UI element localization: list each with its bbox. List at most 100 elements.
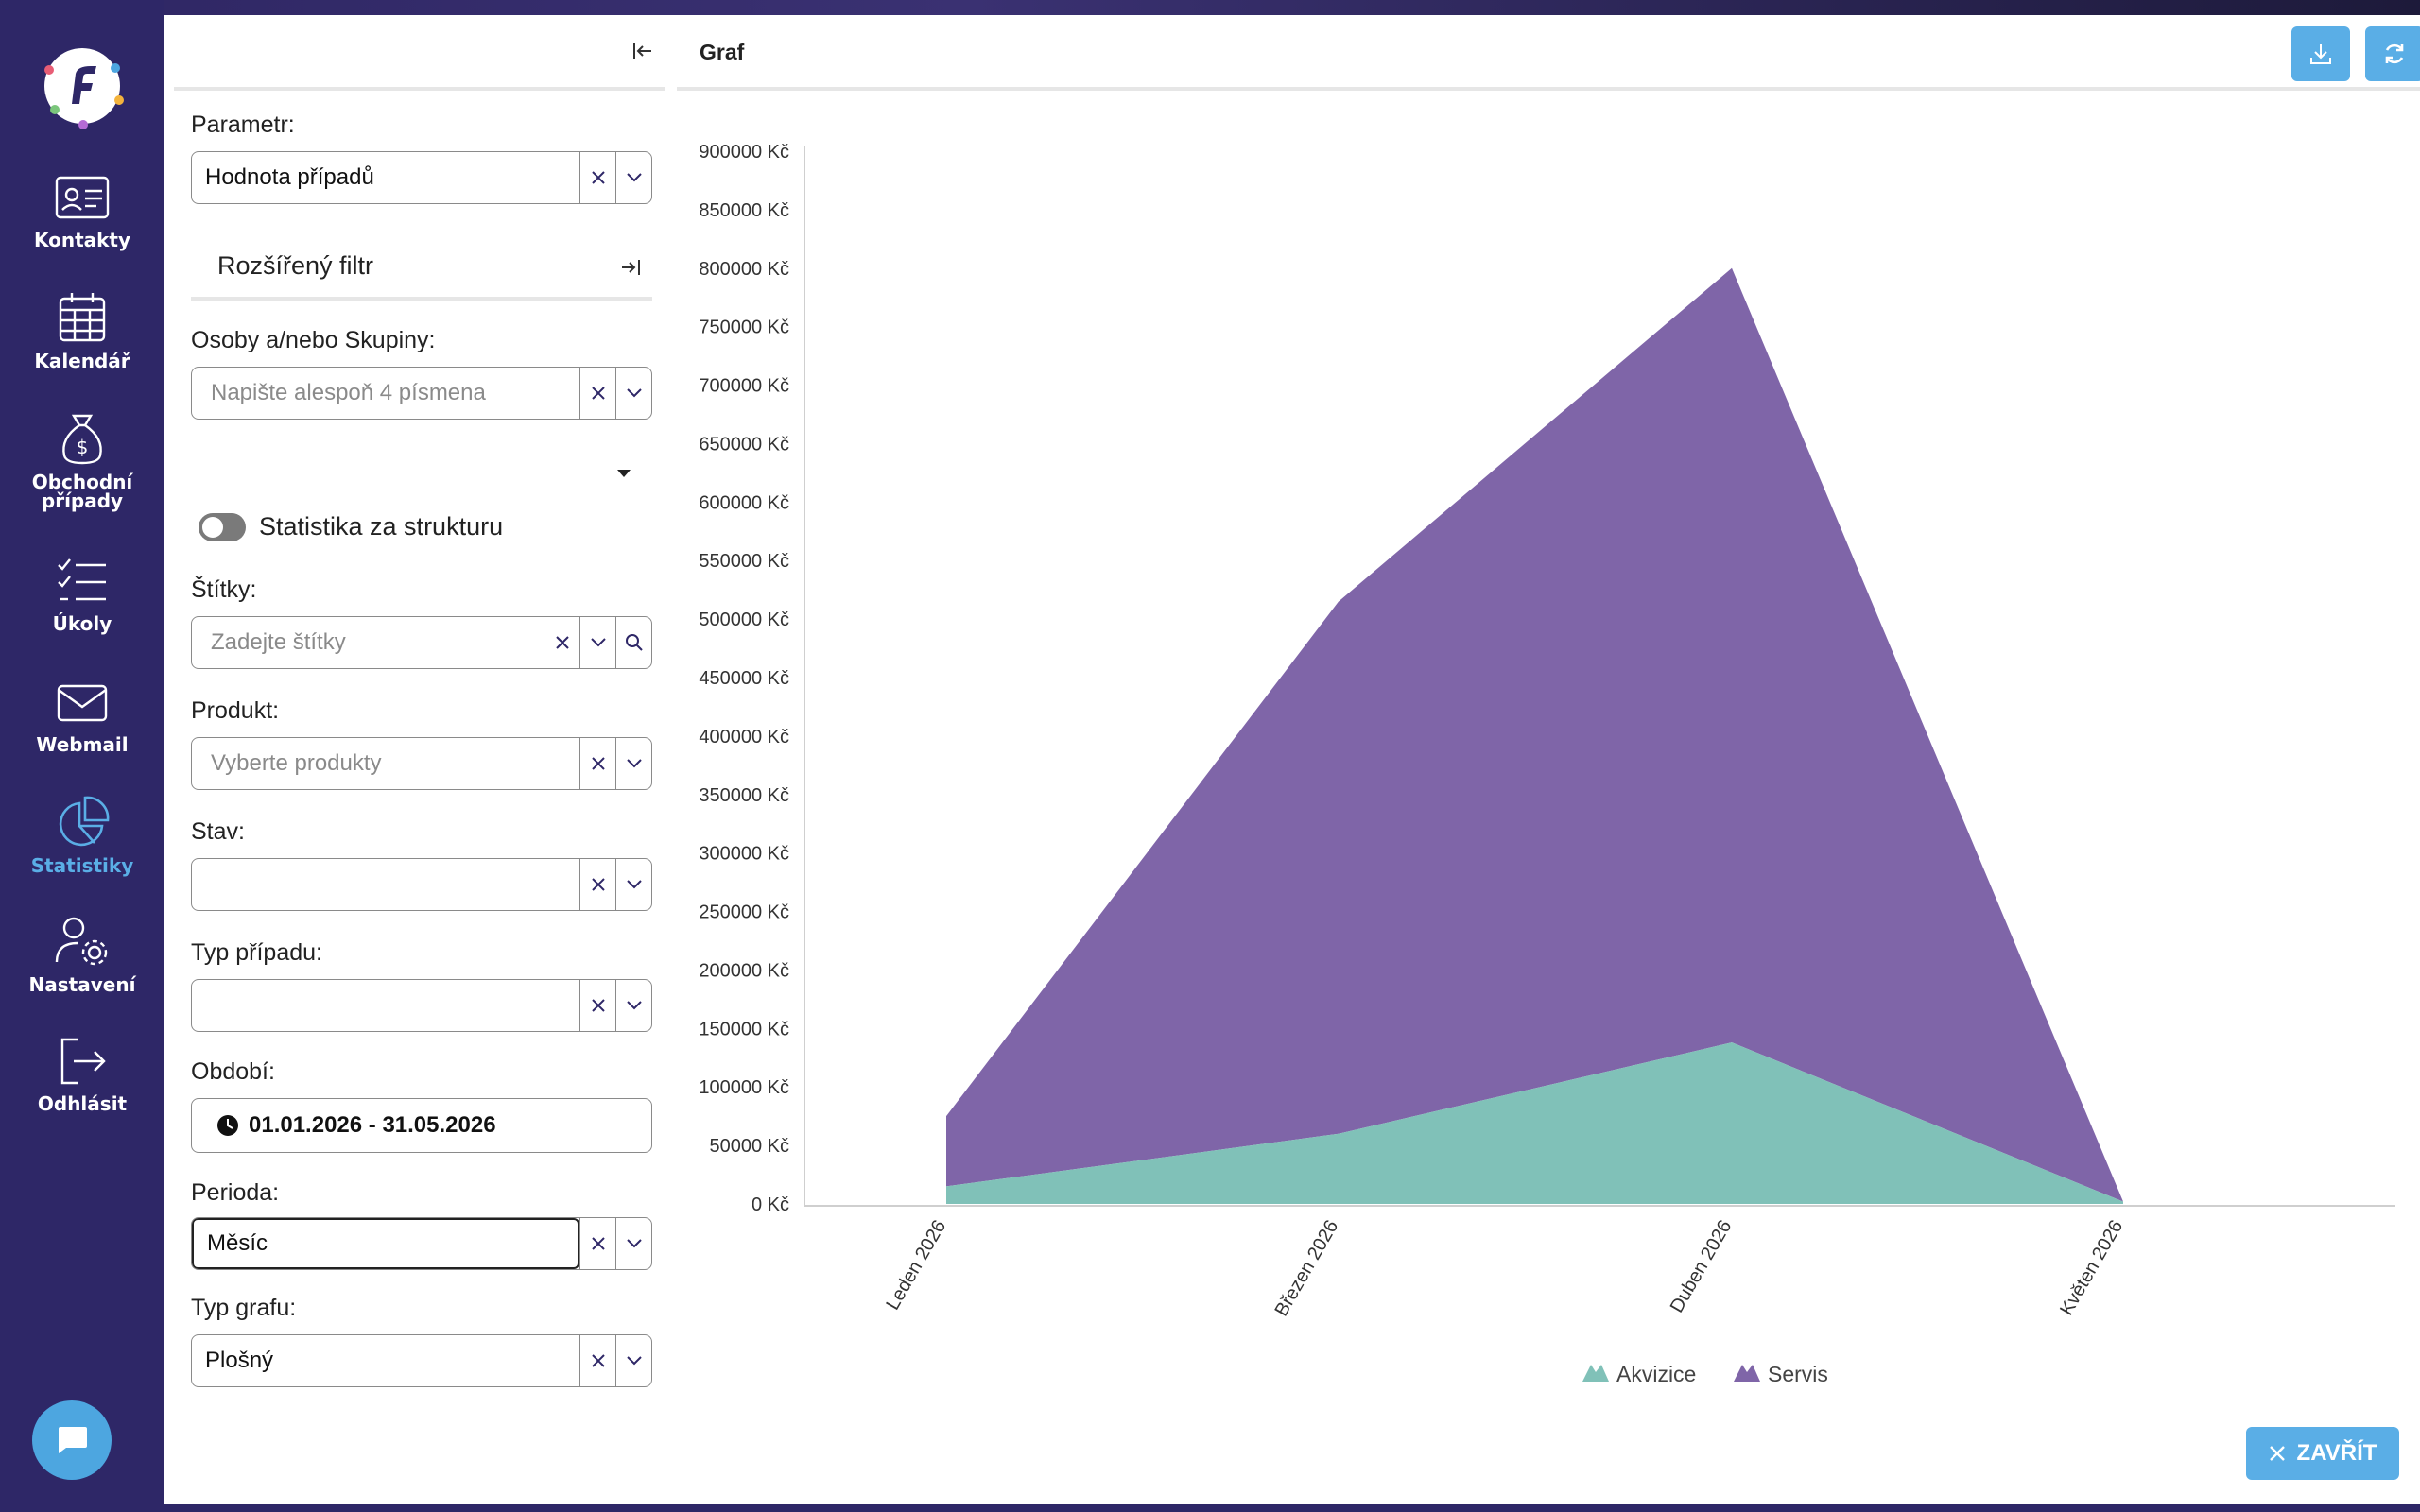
main-content: Parametr: Hodnota případů Rozšířený filt… — [164, 15, 2420, 1504]
main-nav: Kontakty Kalendář $ Obchodní případy Úko… — [0, 0, 164, 1512]
app-logo-icon[interactable] — [38, 42, 127, 130]
y-tick-label: 0 Kč — [752, 1194, 789, 1215]
mail-icon — [57, 684, 108, 722]
typ-pripadu-select[interactable] — [191, 979, 652, 1032]
svg-text:$: $ — [77, 436, 89, 458]
nav-item-odhlasit[interactable]: Odhlásit — [0, 1032, 164, 1136]
close-icon — [591, 1354, 605, 1367]
obdobi-value: 01.01.2026 - 31.05.2026 — [249, 1112, 496, 1138]
stav-select[interactable] — [191, 858, 652, 911]
top-strip — [0, 0, 2420, 15]
close-icon — [591, 1237, 605, 1250]
obdobi-label: Období: — [191, 1058, 275, 1085]
produkt-input[interactable]: Vyberte produkty — [191, 737, 652, 790]
nav-item-label: Statistiky — [30, 854, 134, 877]
stav-label: Stav: — [191, 818, 245, 845]
perioda-select[interactable]: Měsíc — [191, 1217, 652, 1270]
typ-grafu-select[interactable]: Plošný — [191, 1334, 652, 1387]
dropdown-button[interactable] — [615, 1218, 651, 1269]
stitky-label: Štítky: — [191, 576, 257, 603]
filter-panel: Parametr: Hodnota případů Rozšířený filt… — [164, 15, 666, 1504]
dropdown-button[interactable] — [615, 152, 651, 203]
produkt-label: Produkt: — [191, 697, 280, 724]
chat-bubble-icon — [59, 1427, 87, 1453]
y-tick-label: 150000 Kč — [699, 1019, 789, 1040]
nav-item-nastaveni[interactable]: Nastavení — [0, 913, 164, 1017]
x-tick-label: Leden 2026 — [882, 1217, 950, 1314]
y-tick-label: 200000 Kč — [699, 960, 789, 981]
clear-button[interactable] — [579, 1335, 615, 1386]
nav-item-ukoly[interactable]: Úkoly — [0, 552, 164, 656]
nav-item-label: Nastavení — [28, 973, 136, 996]
parametr-select[interactable]: Hodnota případů — [191, 151, 652, 204]
search-icon — [625, 634, 643, 651]
y-tick-label: 750000 Kč — [699, 318, 789, 338]
y-tick-label: 850000 Kč — [699, 200, 789, 221]
user-settings-icon — [55, 917, 108, 966]
dropdown-button[interactable] — [579, 617, 615, 668]
nav-item-label: Obchodní případy — [31, 471, 133, 512]
nav-item-obchodni-pripady[interactable]: $ Obchodní případy — [0, 410, 164, 514]
nav-item-kalendar[interactable]: Kalendář — [0, 289, 164, 393]
close-button-label: ZAVŘÍT — [2296, 1440, 2377, 1466]
y-tick-label: 450000 Kč — [699, 668, 789, 689]
nav-item-webmail[interactable]: Webmail — [0, 673, 164, 777]
structure-toggle[interactable] — [199, 512, 246, 541]
chevron-down-icon — [626, 759, 642, 768]
dropdown-button[interactable] — [615, 980, 651, 1031]
legend-swatch — [1734, 1365, 1760, 1382]
close-icon — [591, 387, 605, 400]
osoby-input[interactable]: Napište alespoň 4 písmena — [191, 367, 652, 420]
typ-pripadu-value — [192, 980, 579, 1031]
x-tick-label: Březen 2026 — [1271, 1217, 1343, 1320]
close-button[interactable]: ZAVŘÍT — [2246, 1427, 2399, 1480]
parametr-value: Hodnota případů — [205, 164, 374, 190]
search-button[interactable] — [615, 617, 651, 668]
dropdown-button[interactable] — [615, 1335, 651, 1386]
legend-label: Akvizice — [1616, 1362, 1696, 1386]
dropdown-button[interactable] — [615, 859, 651, 910]
clear-button[interactable] — [579, 980, 615, 1031]
stav-value — [192, 859, 579, 910]
chat-button[interactable] — [32, 1400, 112, 1480]
clear-button[interactable] — [579, 152, 615, 203]
expand-right-icon — [622, 260, 640, 275]
calendar-icon — [59, 293, 106, 342]
dropdown-button[interactable] — [615, 738, 651, 789]
clear-button[interactable] — [544, 617, 579, 668]
clear-button[interactable] — [579, 368, 615, 419]
close-icon — [591, 757, 605, 770]
nav-item-label: Kontakty — [33, 229, 131, 251]
y-tick-label: 250000 Kč — [699, 902, 789, 923]
nav-item-statistiky[interactable]: Statistiky — [0, 794, 164, 898]
download-button[interactable] — [2291, 26, 2350, 81]
nav-item-label: Kalendář — [34, 350, 130, 372]
extended-filter-toggle[interactable]: Rozšířený filtr — [191, 234, 652, 301]
nav-item-kontakty[interactable]: Kontakty — [0, 168, 164, 272]
caret-down-icon[interactable] — [616, 469, 631, 478]
chevron-down-icon — [590, 638, 606, 647]
stitky-input[interactable]: Zadejte štítky — [191, 616, 652, 669]
clear-button[interactable] — [579, 1218, 615, 1269]
download-icon — [2310, 44, 2331, 64]
pie-chart-icon — [59, 796, 110, 847]
dropdown-button[interactable] — [615, 368, 651, 419]
y-tick-label: 800000 Kč — [699, 259, 789, 280]
typ-pripadu-label: Typ případu: — [191, 939, 322, 966]
y-tick-label: 300000 Kč — [699, 844, 789, 865]
refresh-button[interactable] — [2365, 26, 2420, 81]
area-chart: 0 Kč 50000 Kč 100000 Kč 150000 Kč 200000 Kč 2… — [699, 142, 2395, 1386]
chart-panel-title: Graf — [700, 40, 745, 64]
collapse-panel-icon[interactable] — [631, 40, 654, 62]
obdobi-date-range[interactable]: 01.01.2026 - 31.05.2026 — [191, 1098, 652, 1153]
chart-header: Graf — [677, 15, 2420, 91]
typ-grafu-label: Typ grafu: — [191, 1295, 297, 1321]
perioda-label: Perioda: — [191, 1179, 280, 1206]
y-tick-label: 500000 Kč — [699, 610, 789, 630]
logout-icon — [60, 1038, 106, 1085]
parametr-label: Parametr: — [191, 112, 295, 138]
clear-button[interactable] — [579, 859, 615, 910]
perioda-value[interactable]: Měsíc — [192, 1218, 579, 1269]
close-icon — [555, 636, 569, 649]
clear-button[interactable] — [579, 738, 615, 789]
